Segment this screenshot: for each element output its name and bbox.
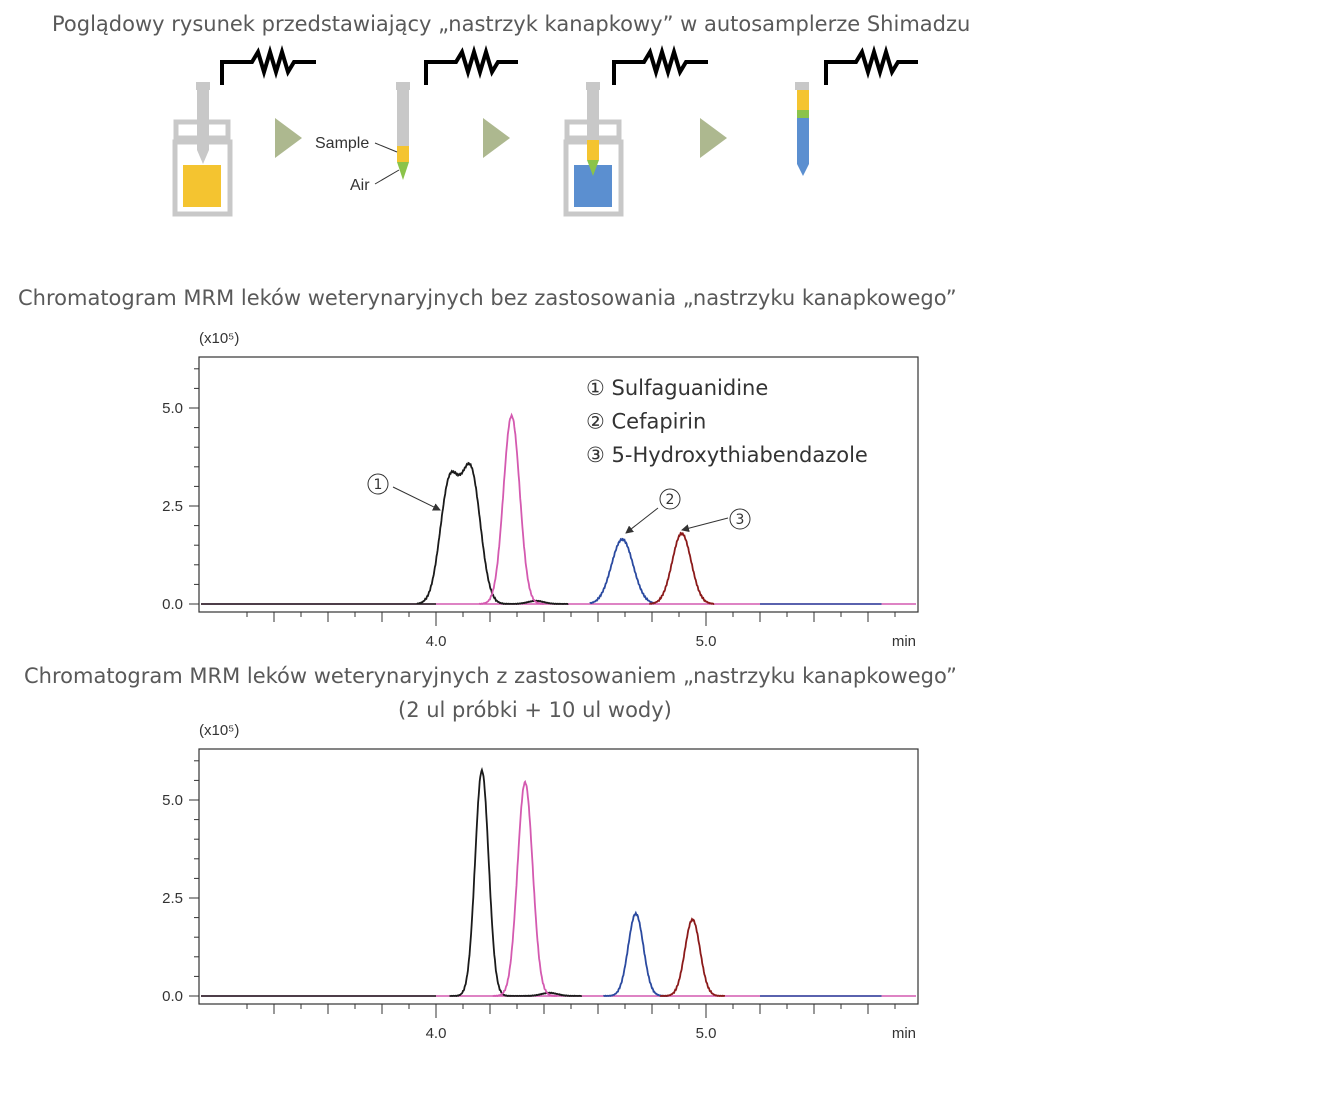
series-2-line (478, 412, 544, 605)
x-tick-label: 4.0 (426, 633, 447, 650)
sample-liquid (183, 165, 221, 207)
sandwich-injection-diagram: Sample Air (172, 45, 918, 217)
x-axis-label: min (892, 1025, 916, 1042)
air-label: Air (350, 177, 370, 194)
legend-entry-3: ③ 5-Hydroxythiabendazole (586, 443, 868, 467)
plot-frame (198, 356, 919, 613)
annotation-label-2: 2 (666, 492, 675, 508)
x-axis-label: min (892, 633, 916, 650)
annotation-circle-1 (367, 473, 389, 495)
annotation-circle-2 (659, 488, 681, 510)
annotation-circle-3 (729, 508, 751, 530)
y-tick-label: 0.0 (162, 596, 183, 613)
annotation-arrow-1 (392, 486, 441, 511)
x-tick-label: 4.0 (426, 1025, 447, 1042)
series-3-line (589, 537, 655, 605)
plot-frame (198, 748, 919, 1005)
annotation-label-1: 1 (374, 477, 383, 493)
series-4-line (659, 917, 726, 997)
chart2-title: Chromatogram MRM leków weterynaryjnych z… (24, 664, 957, 688)
step-arrow-icon (275, 118, 302, 158)
y-multiplier-label: (x10⁵) (199, 722, 239, 739)
step2-needle-sample-air: Sample Air (315, 45, 518, 194)
legend-entry-2: ② Cefapirin (586, 410, 706, 434)
step-arrow-icon (483, 118, 510, 158)
step4-needle-sandwich (795, 45, 918, 176)
step1-needle-in-sample-vial (172, 45, 316, 217)
annotation-label-3: 3 (736, 512, 745, 528)
diagram-title: Poglądowy rysunek przedstawiający „nastr… (52, 12, 971, 36)
series-2-line (492, 779, 558, 998)
y-tick-label: 0.0 (162, 988, 183, 1005)
y-tick-label: 5.0 (162, 792, 183, 809)
resistor-wire-icon (424, 45, 518, 85)
step-arrow-icon (700, 118, 727, 158)
resistor-wire-icon (220, 45, 316, 85)
series-3-line (603, 910, 669, 997)
y-tick-label: 2.5 (162, 498, 183, 515)
chart1-title: Chromatogram MRM leków weterynaryjnych b… (18, 286, 957, 310)
chart2-subtitle: (2 ul próbki + 10 ul wody) (398, 698, 672, 722)
y-multiplier-label: (x10⁵) (199, 330, 239, 347)
sample-label: Sample (315, 135, 369, 152)
x-tick-label: 5.0 (696, 633, 717, 650)
y-tick-label: 5.0 (162, 400, 183, 417)
x-tick-label: 5.0 (696, 1025, 717, 1042)
series-1-line (449, 766, 583, 997)
legend-entry-1: ① Sulfaguanidine (586, 376, 768, 400)
resistor-wire-icon (612, 45, 708, 85)
resistor-wire-icon (824, 45, 918, 85)
annotation-arrow-3 (681, 517, 729, 533)
series-4-line (649, 531, 715, 606)
y-tick-label: 2.5 (162, 890, 183, 907)
annotation-arrow-2 (625, 507, 659, 534)
step3-needle-in-water-vial (563, 45, 708, 217)
